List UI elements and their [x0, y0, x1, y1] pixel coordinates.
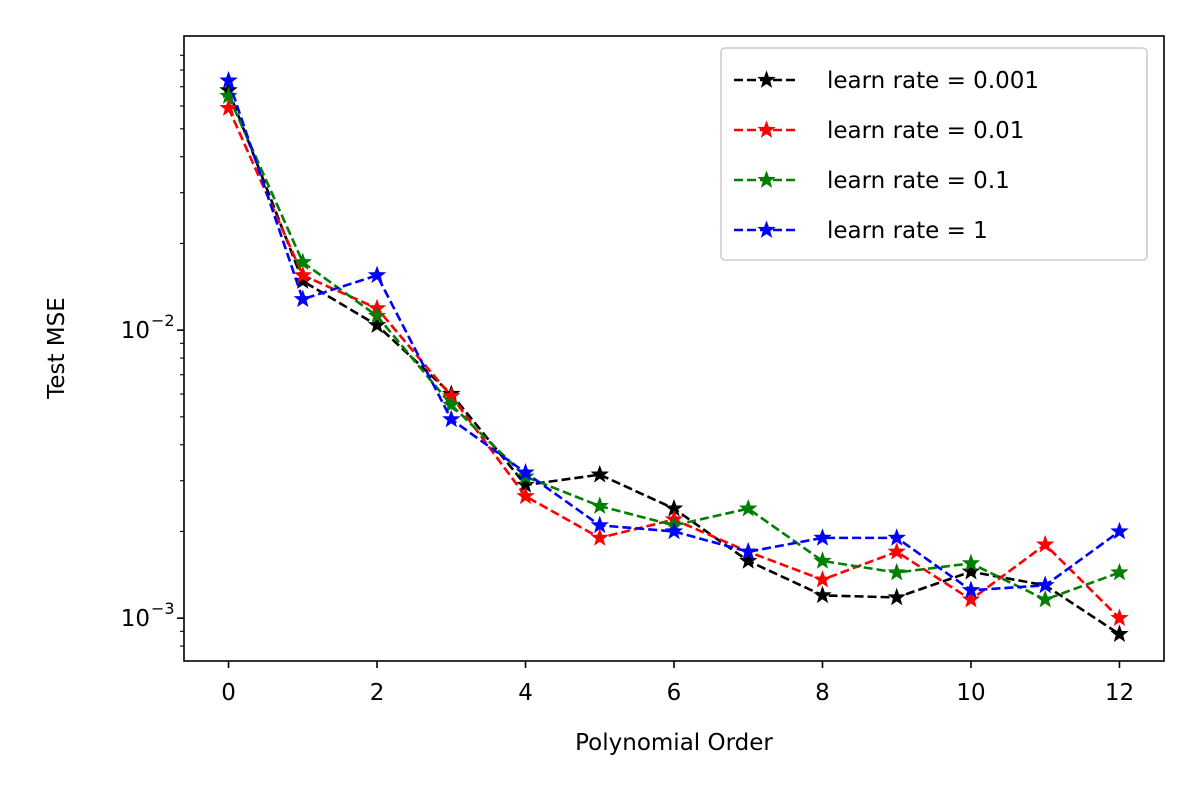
y-tick-label-exponent: −3 [151, 599, 175, 618]
legend-label: learn rate = 1 [827, 218, 988, 244]
data-point [590, 496, 609, 514]
series-layer [219, 70, 1129, 642]
legend-marker [757, 70, 776, 88]
data-point [664, 521, 684, 540]
data-point [739, 498, 758, 517]
legend-label: learn rate = 0.1 [827, 168, 1010, 194]
y-tick-label-exponent: −2 [151, 311, 175, 330]
y-tick-label-base: 10 [121, 606, 150, 632]
data-point [887, 528, 906, 546]
data-point [813, 551, 832, 569]
data-point [516, 486, 535, 505]
data-point [590, 528, 609, 546]
data-point [1036, 575, 1055, 594]
data-point [293, 289, 312, 308]
data-point [813, 528, 832, 546]
x-tick-label: 10 [956, 680, 985, 706]
y-axis-label: Test MSE [44, 297, 70, 400]
data-point [887, 587, 906, 606]
x-axis: 0 2 4 6 8 10 12 [221, 661, 1134, 706]
data-point [887, 562, 906, 581]
x-axis-label: Polynomial Order [575, 730, 773, 756]
data-point [590, 515, 609, 534]
data-point [1036, 534, 1055, 553]
x-tick-label: 4 [518, 680, 533, 706]
legend-marker [757, 220, 776, 238]
data-point [442, 409, 461, 428]
data-point [590, 464, 609, 483]
legend-box [720, 47, 1148, 261]
data-point [1110, 624, 1129, 642]
legend-label: learn rate = 0.001 [827, 68, 1039, 94]
data-point [516, 462, 535, 481]
legend-label: learn rate = 0.01 [827, 118, 1024, 144]
legend-marker [757, 170, 776, 188]
data-point [1110, 562, 1129, 581]
data-point [1036, 589, 1055, 608]
data-point [293, 252, 312, 271]
x-tick-label: 8 [815, 680, 830, 706]
data-point [219, 86, 238, 104]
data-point [293, 265, 312, 284]
data-point [739, 542, 758, 560]
data-point [1110, 521, 1129, 540]
data-point [367, 265, 387, 284]
data-point [219, 70, 238, 89]
data-point [442, 395, 461, 413]
y-axis: 10−310−2 [121, 54, 184, 647]
data-point [367, 315, 387, 334]
data-point [739, 551, 758, 569]
x-tick-label: 6 [667, 680, 682, 706]
legend-marker [757, 120, 776, 138]
data-point [367, 306, 387, 324]
data-point [961, 580, 981, 599]
y-tick-label-base: 10 [121, 318, 150, 344]
data-point [887, 542, 906, 560]
x-tick-label: 2 [370, 680, 385, 706]
x-tick-label: 12 [1105, 680, 1134, 706]
data-point [961, 553, 981, 572]
data-point [813, 585, 832, 604]
data-point [813, 570, 832, 588]
legend: learn rate = 0.001 learn rate = 0.01 learn… [720, 47, 1148, 261]
data-point [219, 98, 238, 116]
data-point [1110, 608, 1129, 626]
data-point [961, 589, 981, 608]
x-tick-label: 0 [221, 680, 236, 706]
data-point [961, 562, 981, 580]
